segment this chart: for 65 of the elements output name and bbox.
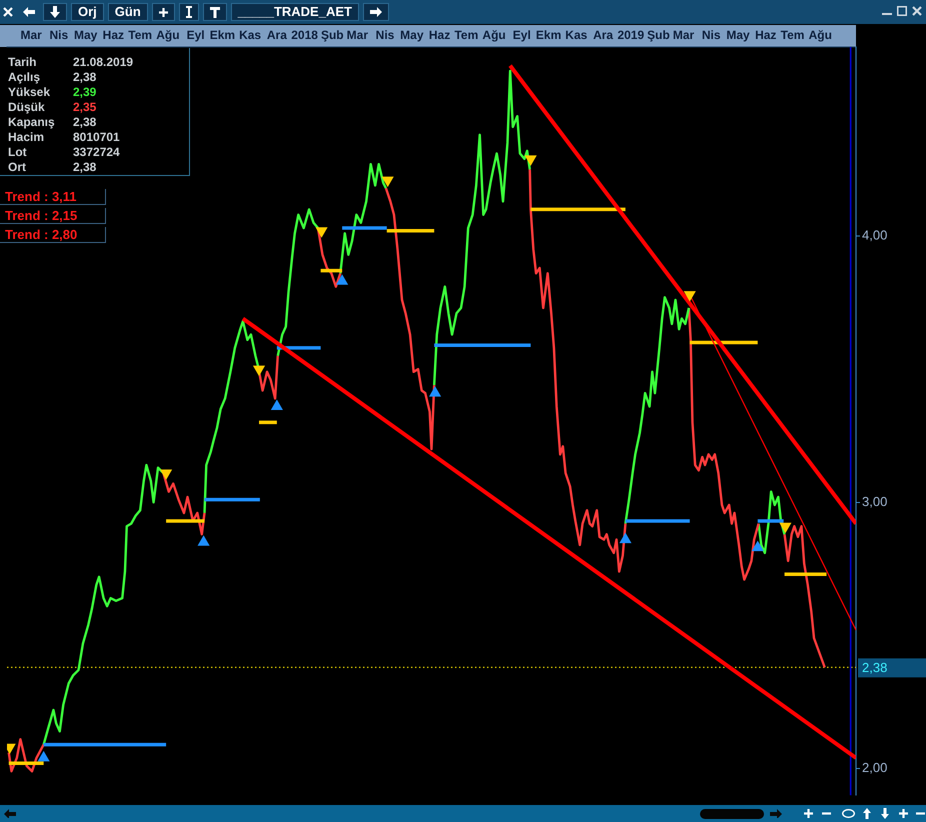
- y-tick-label: 2,00: [862, 760, 888, 776]
- annotation: 2,38: [73, 115, 96, 129]
- x-tick-label: Ağu: [482, 28, 506, 42]
- x-tick-label: Haz: [755, 28, 776, 42]
- x-tick-label: Nis: [702, 28, 721, 42]
- annotation: Kapanış: [8, 115, 55, 129]
- point: [253, 366, 265, 376]
- x-tick-label: 2018: [291, 28, 318, 42]
- annotation: Yüksek: [8, 85, 50, 99]
- x-tick-label: Haz: [428, 28, 450, 42]
- point: [620, 533, 632, 544]
- annotation: Hacim: [8, 130, 44, 144]
- x-tick-label: Nis: [49, 28, 68, 42]
- point: [684, 291, 696, 302]
- x-tick-label: Ağu: [808, 28, 832, 42]
- text: _____TRADE_AET: [230, 3, 359, 21]
- x-tick-label: Mar: [346, 28, 368, 42]
- x-tick-label: Şub: [647, 28, 670, 42]
- annotation: Trend : 3,11: [0, 189, 106, 205]
- x-tick-label: Ekm: [536, 28, 562, 42]
- x-tick-label: Şub: [320, 28, 344, 42]
- annotation: 8010701: [73, 130, 120, 144]
- x-tick-label: Haz: [102, 28, 124, 42]
- point: [316, 227, 328, 238]
- annotation: 2,38: [73, 70, 96, 84]
- x-tick-label: Tem: [454, 28, 478, 42]
- x-tick-label: Tem: [128, 28, 152, 42]
- x-tick-label: Nis: [376, 28, 395, 42]
- x-tick-label: Kas: [565, 28, 588, 42]
- annotation: Düşük: [8, 100, 45, 114]
- x-tick-label: May: [400, 28, 424, 42]
- annotation: Trend : 2,80: [0, 227, 106, 243]
- x-tick-label: May: [726, 28, 750, 42]
- annotation: Lot: [8, 145, 27, 159]
- y-tick-label: 4,00: [862, 228, 888, 243]
- x-tick-label: Eyl: [186, 28, 205, 42]
- annotation: Ort: [8, 160, 26, 174]
- annotation: Açılış: [8, 70, 40, 84]
- point: [38, 751, 50, 762]
- x-tick-label: May: [74, 28, 98, 42]
- point: [382, 176, 394, 187]
- x-tick-label: Mar: [20, 28, 42, 42]
- x-tick-label: Ara: [266, 28, 288, 42]
- x-tick-label: Tem: [780, 28, 804, 42]
- point: [752, 541, 764, 552]
- annotation: Tarih: [8, 55, 36, 69]
- annotation: Trend : 2,15: [0, 208, 106, 224]
- y-tick-label: 3,00: [862, 494, 888, 509]
- x-tick-label: Ağu: [156, 28, 180, 42]
- annotation: 21.08.2019: [73, 55, 134, 69]
- annotation: 2,39: [73, 85, 96, 99]
- x-tick-label: Ara: [593, 28, 614, 42]
- x-tick-label: Mar: [672, 28, 695, 42]
- point: [198, 536, 210, 546]
- x-tick-label: Kas: [239, 28, 262, 42]
- point: [525, 155, 536, 166]
- x-tick-label: 2019: [617, 28, 644, 42]
- ref-line-label: 2,38: [862, 660, 888, 675]
- text: Gün: [108, 3, 148, 21]
- text: Orj: [71, 3, 104, 21]
- x-tick-label: Eyl: [512, 28, 531, 42]
- annotation: 3372724: [73, 145, 120, 159]
- x-tick-label: Ekm: [210, 28, 236, 42]
- annotation: 2,38: [73, 160, 96, 174]
- annotation: 2,35: [73, 100, 96, 114]
